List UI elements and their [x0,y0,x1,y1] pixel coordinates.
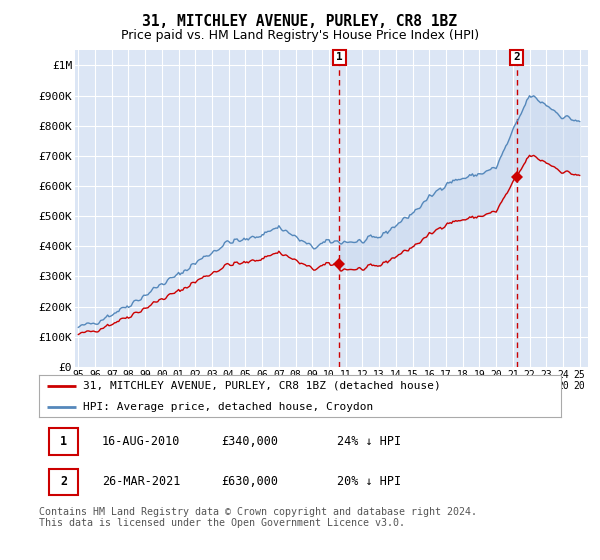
Text: 31, MITCHLEY AVENUE, PURLEY, CR8 1BZ: 31, MITCHLEY AVENUE, PURLEY, CR8 1BZ [143,14,458,29]
Text: 24% ↓ HPI: 24% ↓ HPI [337,435,401,448]
Text: 16-AUG-2010: 16-AUG-2010 [101,435,180,448]
Text: 20% ↓ HPI: 20% ↓ HPI [337,475,401,488]
Text: £630,000: £630,000 [222,475,278,488]
FancyBboxPatch shape [49,428,78,455]
Text: Contains HM Land Registry data © Crown copyright and database right 2024.
This d: Contains HM Land Registry data © Crown c… [39,507,477,529]
FancyBboxPatch shape [49,469,78,495]
Text: 1: 1 [60,435,67,448]
Text: 2: 2 [513,53,520,63]
Text: 31, MITCHLEY AVENUE, PURLEY, CR8 1BZ (detached house): 31, MITCHLEY AVENUE, PURLEY, CR8 1BZ (de… [83,381,441,391]
Text: HPI: Average price, detached house, Croydon: HPI: Average price, detached house, Croy… [83,402,374,412]
Text: 1: 1 [336,53,343,63]
Text: £340,000: £340,000 [222,435,278,448]
Text: 2: 2 [60,475,67,488]
Text: Price paid vs. HM Land Registry's House Price Index (HPI): Price paid vs. HM Land Registry's House … [121,29,479,42]
Text: 26-MAR-2021: 26-MAR-2021 [101,475,180,488]
